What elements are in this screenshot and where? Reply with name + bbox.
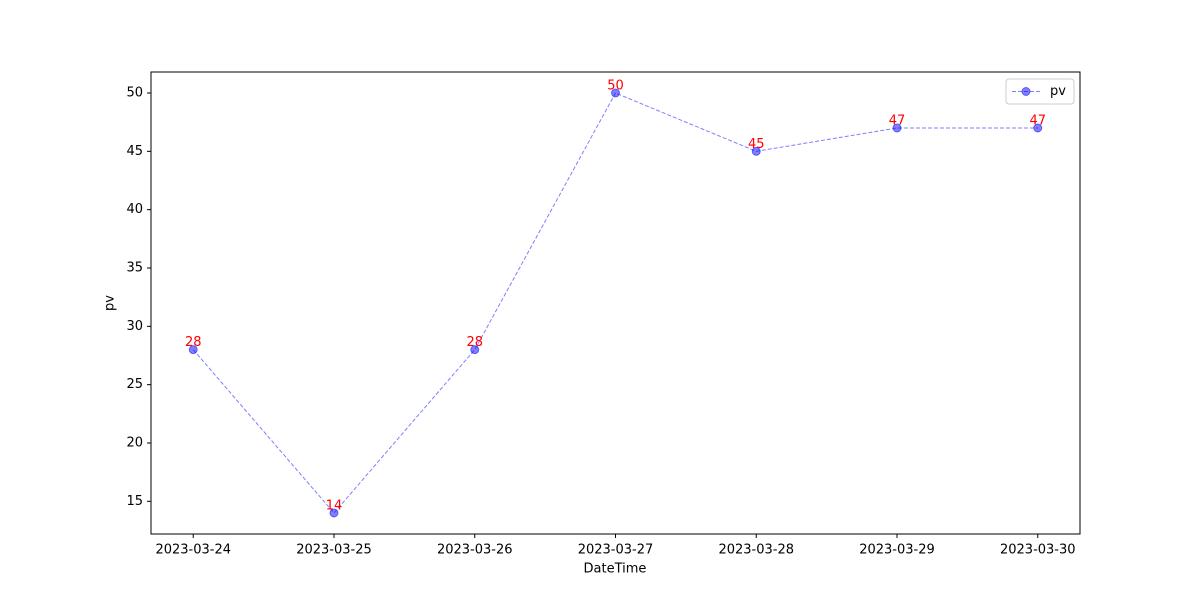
legend-marker (1021, 87, 1031, 96)
x-tick-label: 2023-03-30 (1000, 543, 1076, 558)
y-tick-label: 40 (126, 202, 143, 217)
y-tick-label: 25 (126, 377, 143, 392)
value-label: 14 (326, 499, 343, 514)
plot-frame (150, 71, 1081, 535)
value-label: 50 (607, 79, 624, 94)
point (1033, 123, 1043, 133)
value-label: 28 (185, 335, 202, 350)
value-label: 47 (1029, 114, 1046, 129)
y-tick-label: 20 (126, 436, 143, 451)
point (892, 123, 902, 133)
y-axis-label: pv (103, 295, 118, 311)
y-tick-label: 50 (126, 86, 143, 101)
value-label: 45 (748, 137, 765, 152)
value-label: 28 (466, 335, 483, 350)
x-tick-label: 2023-03-24 (155, 543, 231, 558)
point (611, 88, 620, 98)
y-tick-label: 45 (126, 144, 143, 159)
y-tick-label: 35 (126, 261, 143, 276)
y-tick-label: 30 (126, 319, 143, 334)
point (751, 146, 761, 156)
x-tick-label: 2023-03-29 (859, 543, 935, 558)
x-tick-label: 2023-03-25 (296, 543, 372, 558)
point (470, 345, 480, 355)
point (329, 508, 339, 518)
x-tick-label: 2023-03-27 (578, 543, 654, 558)
x-tick-label: 2023-03-28 (718, 543, 794, 558)
x-axis-label: DateTime (584, 562, 647, 577)
point (188, 345, 198, 355)
value-label: 47 (889, 114, 906, 129)
legend-label: pv (1050, 84, 1066, 99)
y-tick-label: 15 (126, 494, 143, 509)
x-tick-label: 2023-03-26 (437, 543, 513, 558)
